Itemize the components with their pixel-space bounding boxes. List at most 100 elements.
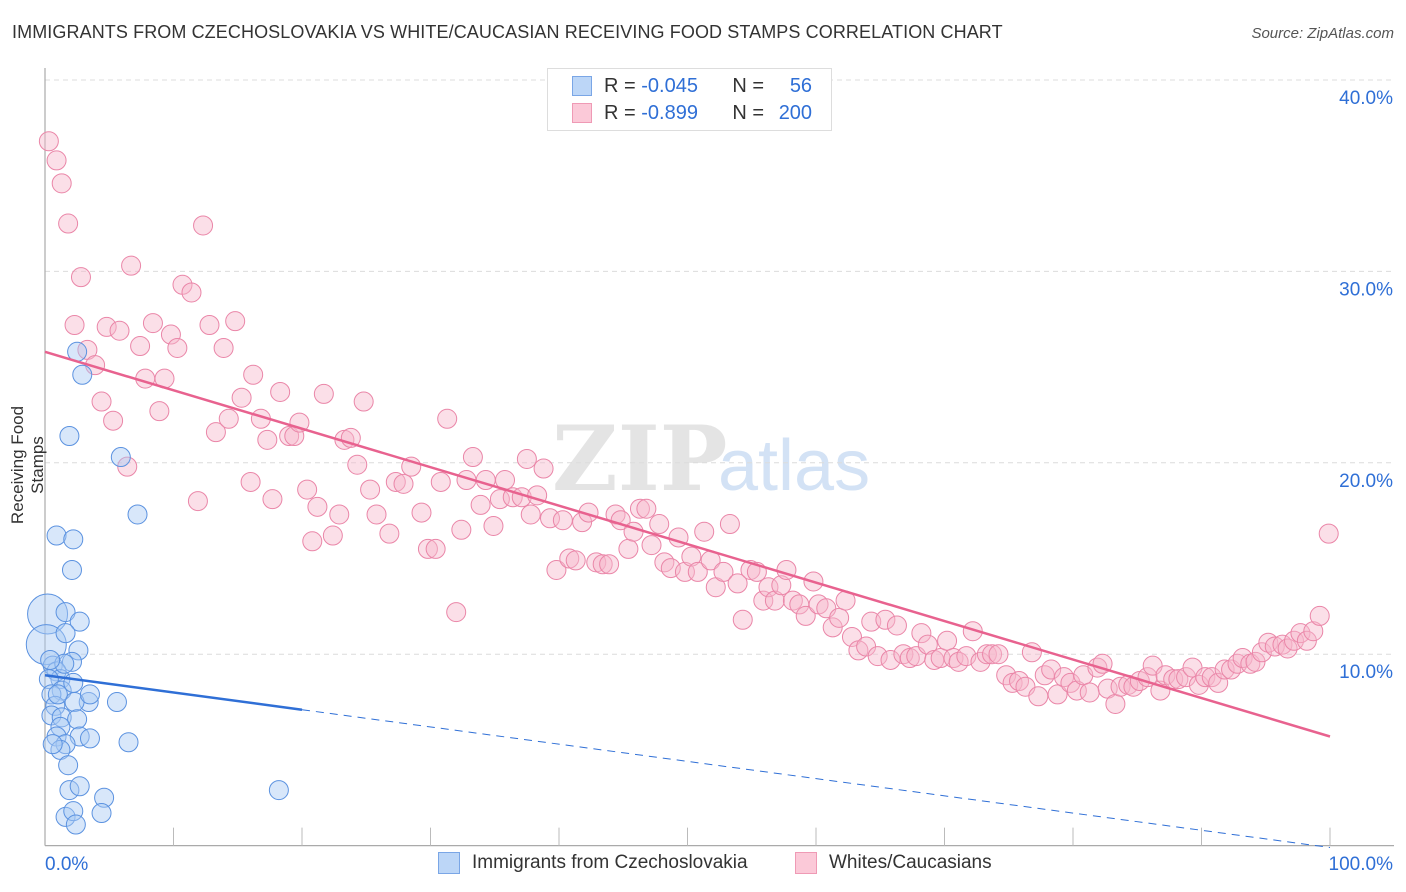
pink-point [385, 471, 406, 492]
blue-point [59, 780, 80, 801]
pink-point [181, 282, 202, 303]
blue-point [65, 814, 86, 835]
blue-swatch [438, 852, 460, 874]
pink-point [1047, 684, 1068, 705]
pink-point [867, 646, 888, 667]
pink-point [988, 644, 1009, 665]
pink-point [240, 471, 261, 492]
blue-point [55, 602, 76, 623]
y-tick-label: 40.0% [1339, 88, 1393, 109]
pink-point [470, 494, 491, 515]
pink-point [1028, 686, 1049, 707]
bottom-legend-czechoslovakia: Immigrants from Czechoslovakia [438, 852, 748, 874]
pink-point [213, 337, 234, 358]
pink-point [302, 531, 323, 552]
pink-point [540, 508, 561, 529]
correlation-legend: R = -0.045 N = 56 R = -0.899 N = 200 [547, 68, 832, 131]
pink-point [917, 634, 938, 655]
pink-point [462, 447, 483, 468]
y-tick-label: 20.0% [1339, 471, 1393, 492]
pink-point [193, 215, 214, 236]
blue-point [72, 364, 93, 385]
pink-point [782, 590, 803, 611]
pink-point [38, 131, 59, 152]
pink-point [96, 316, 117, 337]
pink-point [654, 552, 675, 573]
blue-point [79, 684, 100, 705]
pink-point [533, 458, 554, 479]
legend-row-czechoslovakia: R = -0.045 N = 56 [572, 73, 812, 99]
blue-point [55, 623, 76, 644]
pink-point [205, 422, 226, 443]
chart-title: IMMIGRANTS FROM CZECHOSLOVAKIA VS WHITE/… [12, 22, 1003, 42]
blue-point [58, 755, 79, 776]
pink-point [629, 498, 650, 519]
pink-point [976, 644, 997, 665]
pink-point [618, 538, 639, 559]
pink-point [1009, 670, 1030, 691]
pink-point [46, 150, 67, 171]
x-tick-label: 0.0% [45, 854, 88, 875]
pink-point [1208, 672, 1229, 693]
pink-point [437, 408, 458, 429]
blue-trend-extension [301, 709, 1331, 849]
y-tick-label: 30.0% [1339, 279, 1393, 300]
watermark-atlas: atlas [718, 426, 870, 506]
r-label: R = [604, 101, 636, 124]
pink-point [167, 337, 188, 358]
pink-point [1066, 680, 1087, 701]
blue-point [41, 684, 62, 705]
pink-point [732, 609, 753, 630]
blue-point [27, 593, 69, 635]
pink-point [829, 607, 850, 628]
pink-point [1264, 636, 1285, 657]
pink-point [489, 489, 510, 510]
pink-point [393, 473, 414, 494]
pink-point [313, 383, 334, 404]
pink-point [795, 605, 816, 626]
series-name: Immigrants from Czechoslovakia [472, 852, 748, 873]
pink-point [199, 314, 220, 335]
blue-trend-line [44, 674, 303, 711]
pink-point [520, 504, 541, 525]
n-value: 200 [778, 101, 813, 124]
pink-point [1245, 651, 1266, 672]
pink-point [1041, 659, 1062, 680]
pink-point [417, 538, 438, 559]
pink-point [366, 504, 387, 525]
blue-point [46, 525, 67, 546]
r-value: -0.899 [641, 101, 698, 124]
pink-point [142, 313, 163, 334]
pink-point [687, 561, 708, 582]
blue-point [40, 649, 61, 670]
pink-point [1195, 667, 1216, 688]
pink-point [1251, 642, 1272, 663]
n-label: N = [732, 101, 765, 124]
n-label: N = [732, 74, 765, 97]
blue-point [68, 640, 89, 661]
pink-swatch [795, 852, 817, 874]
pink-point [117, 456, 138, 477]
pink-point [1105, 693, 1126, 714]
pink-point [1079, 682, 1100, 703]
pink-point [1303, 621, 1324, 642]
pink-point [347, 454, 368, 475]
blue-point [63, 529, 84, 550]
pink-point [307, 496, 328, 517]
pink-point [379, 523, 400, 544]
pink-point [937, 630, 958, 651]
pink-point [552, 510, 573, 531]
pink-point [329, 504, 350, 525]
pink-point [91, 391, 112, 412]
pink-point [771, 575, 792, 596]
pink-point [911, 623, 932, 644]
pink-point [758, 577, 779, 598]
pink-trend-line [44, 350, 1331, 738]
pink-point [279, 426, 300, 447]
pink-point [681, 546, 702, 567]
blue-point [91, 803, 112, 824]
pink-point [360, 479, 381, 500]
blue-point [79, 728, 100, 749]
pink-point [121, 255, 142, 276]
